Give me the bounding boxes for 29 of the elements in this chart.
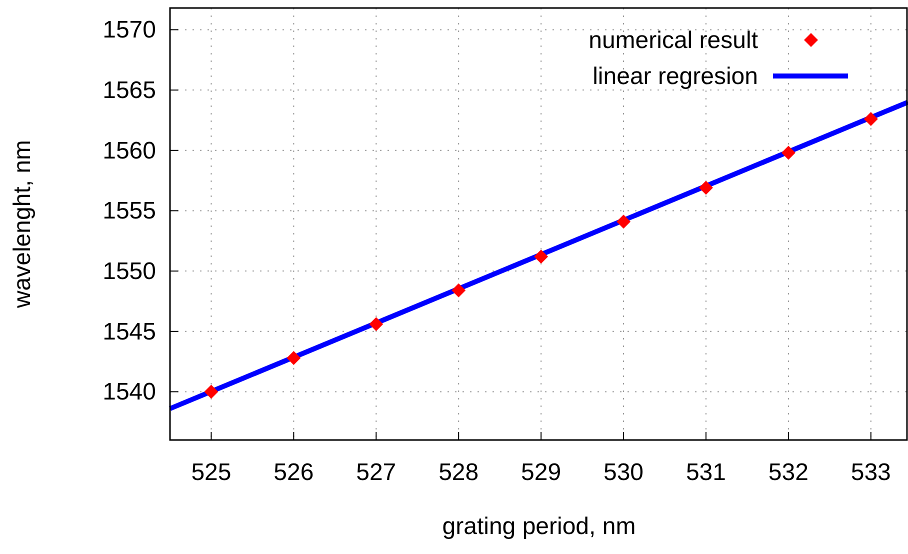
x-axis-title: grating period, nm [442,513,636,540]
point [864,112,878,126]
y-tick-label: 1550 [102,258,156,286]
point [286,350,301,365]
point [616,214,631,229]
x-tick-label: 531 [686,459,726,486]
legend-label: linear regresion [592,63,758,90]
y-tick-label: 1545 [102,318,156,346]
x-tick-label: 533 [850,459,891,486]
y-tick-label: 1560 [102,137,156,164]
point [369,317,384,332]
point [204,384,218,399]
x-tick-label: 525 [191,459,232,486]
y-tick-label: 1555 [102,198,156,225]
x-tick-label: 530 [603,459,644,486]
point [534,250,548,264]
point [698,180,713,195]
y-tick-label: 1540 [102,378,156,406]
point [781,146,796,160]
x-tick-label: 527 [356,459,396,486]
x-tick-label: 528 [438,459,479,486]
x-tick-label: 532 [768,459,808,486]
x-tick-label: 526 [274,459,314,486]
y-tick-label: 1570 [102,16,156,44]
x-tick-label: 529 [521,459,562,486]
point [452,283,466,298]
y-tick-label: 1565 [102,77,156,104]
y-axis-title: wavelenght, nm [9,140,36,310]
legend-label: numerical result [588,27,758,54]
